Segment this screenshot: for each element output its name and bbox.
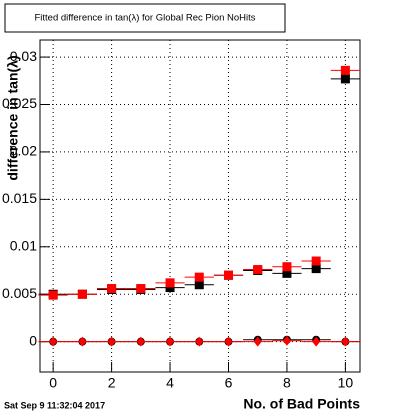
- x-tick-label: 6: [225, 375, 233, 391]
- marker: [312, 336, 321, 347]
- marker: [311, 256, 321, 266]
- marker: [223, 270, 233, 280]
- marker: [340, 74, 350, 84]
- x-tick-label: 4: [166, 375, 174, 391]
- x-axis-label: No. of Bad Points: [243, 396, 360, 412]
- marker: [136, 336, 145, 347]
- marker: [341, 336, 350, 347]
- marker: [136, 284, 146, 294]
- x-tick-label: 8: [283, 375, 291, 391]
- x-tick-label: 2: [108, 375, 116, 391]
- marker: [311, 264, 321, 274]
- x-tick-label: 10: [338, 375, 354, 391]
- y-tick-label: 0.025: [2, 95, 37, 111]
- marker: [253, 336, 262, 347]
- y-tick-label: 0: [29, 332, 37, 348]
- marker: [282, 335, 291, 346]
- x-tick-label: 0: [49, 375, 57, 391]
- marker: [78, 336, 87, 347]
- marker: [195, 336, 204, 347]
- marker: [224, 336, 233, 347]
- marker: [253, 265, 263, 275]
- marker: [194, 272, 204, 282]
- marker: [165, 278, 175, 288]
- marker: [166, 336, 175, 347]
- y-tick-label: 0.03: [10, 48, 37, 64]
- y-tick-label: 0.02: [10, 143, 37, 159]
- marker: [282, 262, 292, 272]
- marker: [340, 65, 350, 75]
- marker: [77, 289, 87, 299]
- marker: [282, 268, 292, 278]
- marker: [49, 336, 58, 347]
- marker: [194, 280, 204, 290]
- plot-border: [39, 39, 361, 373]
- footer: Sat Sep 9 11:32:04 2017: [4, 400, 105, 410]
- marker: [48, 290, 58, 300]
- plot-frame: [40, 40, 360, 372]
- y-tick-label: 0.01: [10, 237, 37, 253]
- marker: [107, 336, 116, 347]
- marker: [165, 283, 175, 293]
- marker: [107, 284, 117, 294]
- title-box: [4, 3, 286, 33]
- y-tick-label: 0.015: [2, 190, 37, 206]
- chart-title: Fitted difference in tan(λ) for Global R…: [34, 13, 255, 24]
- y-tick-label: 0.005: [2, 285, 37, 301]
- y-axis-label: difference in tan(λ): [5, 55, 21, 180]
